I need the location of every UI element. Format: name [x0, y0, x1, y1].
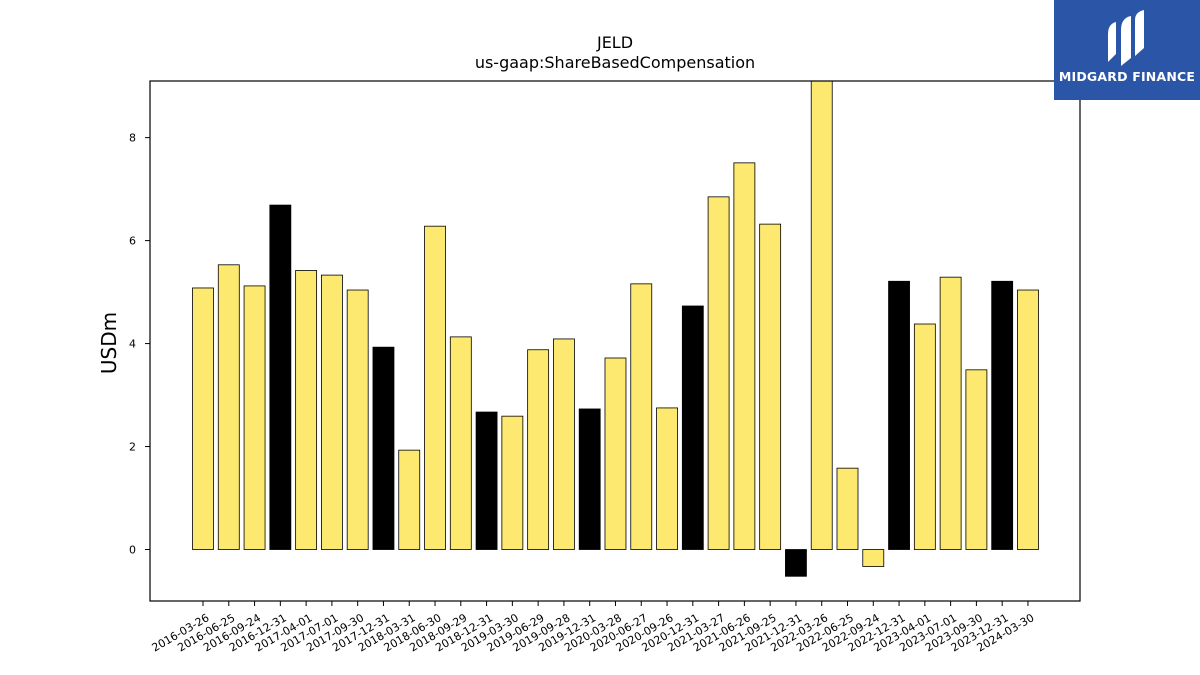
bar-2019-03-30 — [501, 415, 524, 550]
y-tick-label: 4 — [129, 338, 136, 351]
chart-subtitle: us-gaap:ShareBasedCompensation — [475, 53, 755, 72]
bar-2022-09-24 — [862, 549, 885, 567]
brand-name: MIDGARD FINANCE — [1058, 69, 1196, 84]
y-axis: 0 2 4 6 8 — [129, 132, 150, 557]
bar-2019-12-31 — [578, 408, 601, 550]
midgard-logo-icon — [1108, 10, 1144, 66]
bar-2018-09-29 — [449, 336, 472, 550]
bar-2022-12-31 — [888, 280, 910, 550]
bar-2019-06-29 — [527, 349, 550, 550]
bar-2016-06-25 — [217, 264, 240, 550]
bar-2020-03-28 — [604, 357, 627, 550]
y-tick-label: 2 — [129, 441, 136, 454]
bar-2017-09-30 — [346, 289, 369, 550]
x-axis: 2016-03-262016-06-252016-09-242016-12-31… — [150, 601, 1036, 654]
bar-2019-09-28 — [553, 338, 575, 550]
bar-2020-06-27 — [630, 283, 653, 550]
bar-2023-09-30 — [965, 369, 988, 550]
bar-2017-04-01 — [295, 270, 318, 550]
bar-2021-03-27 — [707, 196, 730, 550]
bar-2016-03-26 — [192, 287, 214, 550]
bar-2016-12-31 — [269, 204, 292, 550]
bar-2017-12-31 — [372, 346, 395, 550]
bar-2016-09-24 — [243, 285, 266, 550]
bar-2022-03-26 — [810, 80, 833, 550]
bar-2017-07-01 — [320, 274, 343, 550]
bar-2024-03-30 — [1017, 289, 1039, 550]
bar-2023-04-01 — [913, 323, 936, 550]
bar-2021-06-26 — [733, 162, 756, 550]
brand-logo: MIDGARD FINANCE — [1054, 0, 1200, 100]
y-tick-label: 8 — [129, 132, 136, 145]
bar-2022-06-25 — [836, 467, 859, 550]
bars-group — [192, 80, 1039, 577]
bar-2023-07-01 — [939, 276, 962, 550]
bar-2020-09-26 — [656, 407, 678, 550]
bar-2020-12-31 — [681, 305, 704, 550]
bar-2018-12-31 — [475, 411, 498, 550]
y-tick-label: 6 — [129, 235, 136, 248]
bar-2023-12-31 — [991, 280, 1014, 550]
y-tick-label: 0 — [129, 544, 136, 557]
bar-2018-06-30 — [424, 225, 446, 550]
bar-2021-12-31 — [785, 549, 807, 577]
bar-2018-03-31 — [398, 449, 421, 550]
chart-title: JELD — [596, 33, 633, 52]
bar-2021-09-25 — [759, 223, 782, 550]
y-axis-label: USDm — [97, 312, 121, 374]
plot-frame — [149, 80, 1081, 602]
